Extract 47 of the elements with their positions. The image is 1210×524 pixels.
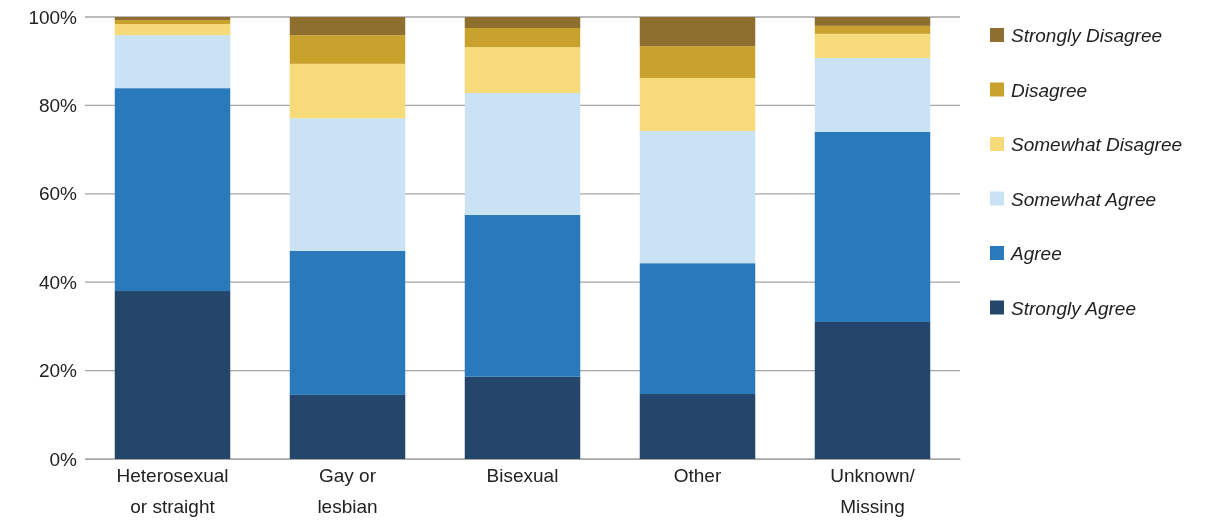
- y-tick-label: 20%: [38, 360, 78, 382]
- bar: [814, 131, 931, 322]
- bar: [114, 20, 231, 25]
- x-tick-label: Heterosexual or straight: [116, 465, 229, 517]
- bar: [289, 35, 406, 64]
- legend-label: Somewhat Agree: [1011, 188, 1157, 210]
- bar: [639, 263, 756, 395]
- y-tick-label: 100%: [28, 6, 78, 28]
- bar: [114, 24, 231, 36]
- bar: [289, 250, 406, 395]
- bar: [464, 376, 581, 459]
- bar: [814, 58, 931, 132]
- y-tick-label: 0%: [49, 448, 78, 470]
- y-tick-label: 80%: [38, 94, 78, 116]
- legend-label: Somewhat Disagree: [1011, 134, 1183, 155]
- bar: [289, 17, 406, 36]
- bar: [639, 46, 756, 78]
- bar: [639, 131, 756, 264]
- legend-label: Strongly Disagree: [1011, 25, 1163, 46]
- bar: [639, 394, 756, 459]
- bar: [114, 17, 231, 21]
- legend-label: Agree: [1010, 243, 1062, 264]
- bar: [639, 78, 756, 132]
- legend-label: Strongly Agree: [1011, 297, 1136, 319]
- bar: [464, 215, 581, 377]
- x-tick-label: Other: [673, 465, 722, 487]
- x-tick-label: Bisexual: [486, 465, 559, 487]
- bar: [464, 93, 581, 216]
- legend-label: Disagree: [1011, 79, 1088, 101]
- bar: [289, 394, 406, 459]
- bar: [639, 17, 756, 47]
- x-tick-label: Unknown/ Missing: [830, 465, 916, 517]
- bar: [289, 63, 406, 119]
- bar: [814, 25, 931, 34]
- x-tick-label: Gay or lesbian: [317, 465, 378, 517]
- bar: [464, 28, 581, 48]
- bar: [114, 291, 231, 459]
- bar: [814, 321, 931, 459]
- bar: [114, 88, 231, 292]
- bar: [464, 17, 581, 29]
- bar: [814, 17, 931, 26]
- y-tick-label: 60%: [38, 183, 78, 205]
- bar: [464, 47, 581, 94]
- bar: [114, 35, 231, 89]
- bar: [289, 118, 406, 251]
- y-tick-label: 40%: [38, 271, 78, 293]
- bar: [814, 33, 931, 59]
